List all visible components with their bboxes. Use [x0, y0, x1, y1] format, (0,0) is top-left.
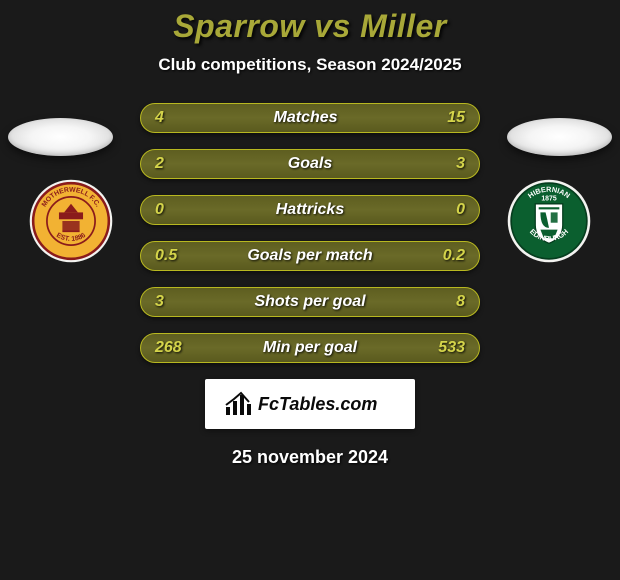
stat-label: Min per goal: [182, 339, 439, 357]
stat-label: Goals: [164, 155, 456, 173]
stat-label: Hattricks: [164, 201, 456, 219]
stat-row: 268 Min per goal 533: [140, 333, 480, 363]
subtitle: Club competitions, Season 2024/2025: [0, 55, 620, 75]
stat-row: 0 Hattricks 0: [140, 195, 480, 225]
stat-left-value: 0.5: [155, 247, 177, 265]
club-badge-left: MOTHERWELL F.C. EST. 1886: [28, 178, 114, 264]
stat-right-value: 0.2: [443, 247, 465, 265]
stat-left-value: 268: [155, 339, 182, 357]
chart-icon: [226, 393, 251, 415]
comparison-card: Sparrow vs Miller Club competitions, Sea…: [0, 0, 620, 580]
stat-row: 0.5 Goals per match 0.2: [140, 241, 480, 271]
stat-label: Goals per match: [177, 247, 443, 265]
stat-right-value: 533: [438, 339, 465, 357]
player-photo-placeholder-left: [8, 118, 113, 156]
branding-box[interactable]: FcTables.com: [205, 379, 415, 429]
stat-left-value: 2: [155, 155, 164, 173]
stat-row: 2 Goals 3: [140, 149, 480, 179]
stat-label: Matches: [164, 109, 447, 127]
stat-right-value: 8: [456, 293, 465, 311]
comparison-date: 25 november 2024: [0, 447, 620, 468]
stat-right-value: 0: [456, 201, 465, 219]
stat-left-value: 4: [155, 109, 164, 127]
badge-right-year: 1875: [541, 195, 556, 202]
stat-left-value: 0: [155, 201, 164, 219]
page-title: Sparrow vs Miller: [0, 8, 620, 45]
club-badge-right: 1875 HIBERNIAN EDINBURGH: [506, 178, 592, 264]
stat-right-value: 15: [447, 109, 465, 127]
player-photo-placeholder-right: [507, 118, 612, 156]
stats-table: 4 Matches 15 2 Goals 3 0 Hattricks 0 0.5…: [140, 103, 480, 363]
stat-label: Shots per goal: [164, 293, 456, 311]
stat-right-value: 3: [456, 155, 465, 173]
branding-text: FcTables.com: [258, 394, 377, 414]
stat-row: 3 Shots per goal 8: [140, 287, 480, 317]
stat-row: 4 Matches 15: [140, 103, 480, 133]
stat-left-value: 3: [155, 293, 164, 311]
